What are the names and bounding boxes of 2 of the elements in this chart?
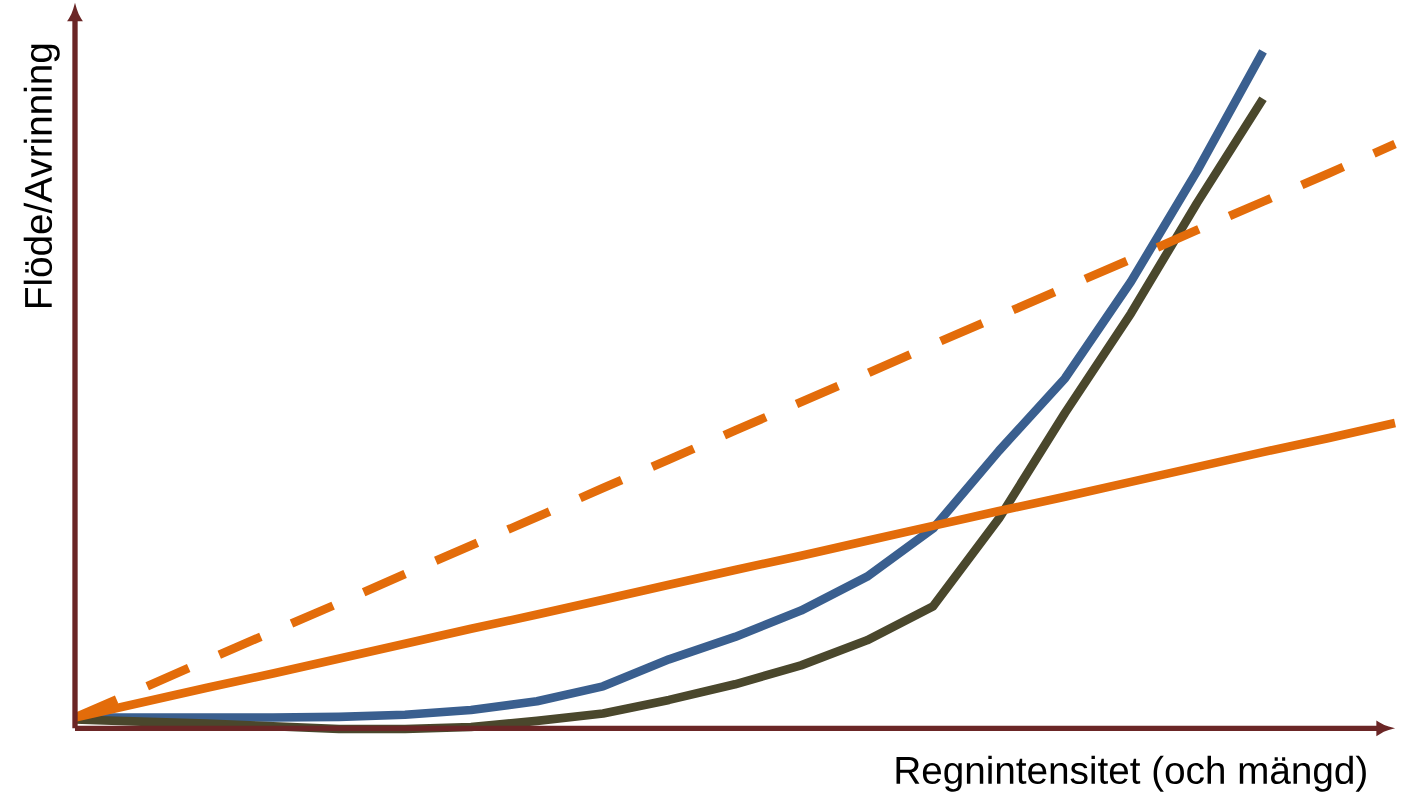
y-axis-title: Flöde/Avrinning bbox=[23, 44, 60, 307]
x-axis-title: Regnintensitet (och mängd) bbox=[896, 755, 1366, 792]
